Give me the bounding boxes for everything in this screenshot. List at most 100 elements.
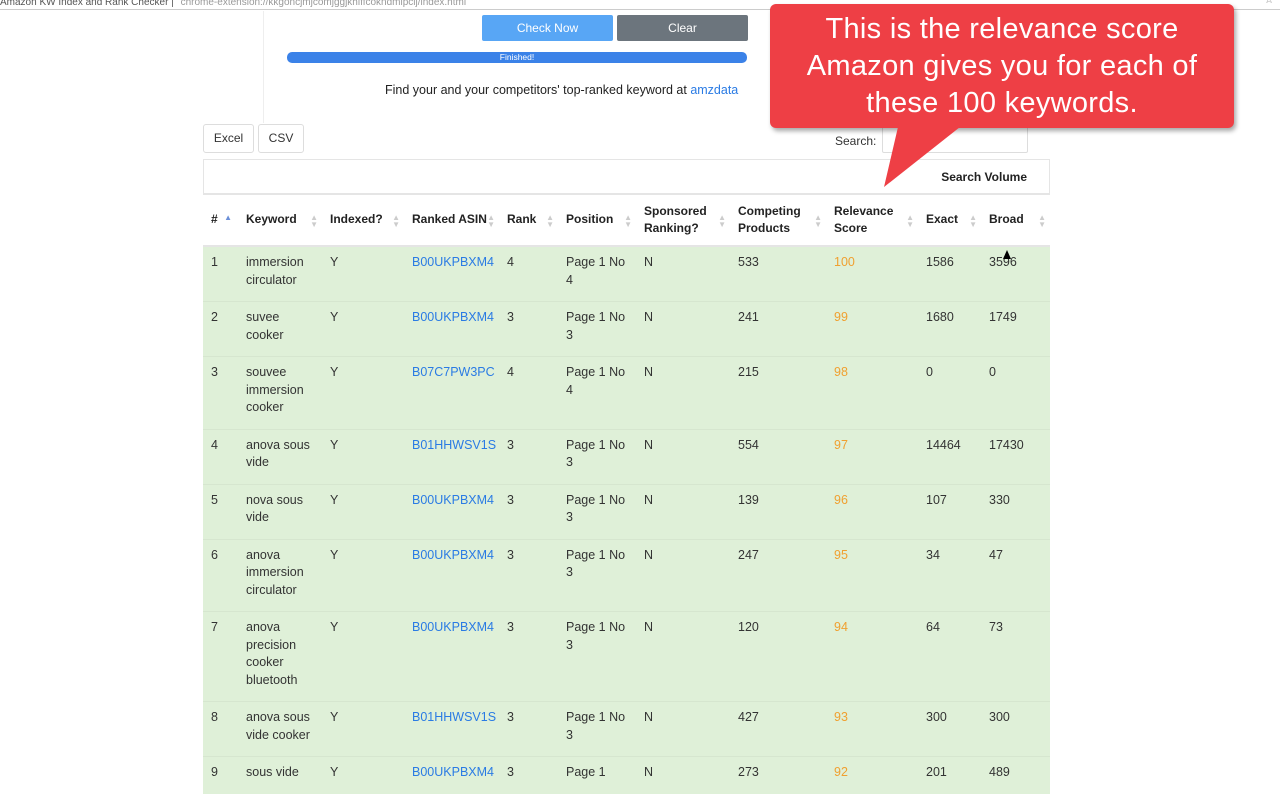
column-header-position[interactable]: Position ▲ ▼	[558, 193, 636, 247]
sponsored-cell: N	[636, 611, 730, 702]
row-number-cell: 7	[203, 611, 238, 702]
position-cell: Page 1 No 3	[558, 538, 636, 612]
ranked-asin-link-cell[interactable]: B00UKPBXM4	[404, 611, 499, 702]
indexed-cell: Y	[322, 611, 404, 702]
csv-button[interactable]: CSV	[258, 124, 304, 153]
keyword-cell: suvee cooker	[238, 301, 322, 357]
rank-cell: 3	[499, 483, 558, 539]
competing-products-cell: 241	[730, 301, 826, 357]
exact-volume-cell: 201	[918, 756, 981, 794]
amzdata-link[interactable]: amzdata	[690, 83, 739, 97]
competing-products-cell: 273	[730, 756, 826, 794]
promo-text: Find your and your competitors' top-rank…	[385, 83, 738, 97]
keyword-cell: sous vide	[238, 756, 322, 794]
relevance-score-cell: 93	[826, 701, 918, 757]
keyword-cell: anova precision cooker bluetooth	[238, 611, 322, 702]
keyword-cell: nova sous vide	[238, 483, 322, 539]
exact-volume-cell: 300	[918, 701, 981, 757]
mouse-cursor-icon	[1003, 250, 1011, 259]
search-input[interactable]	[882, 124, 1028, 153]
rank-cell: 3	[499, 701, 558, 757]
column-header-keyword[interactable]: Keyword ▲ ▼	[238, 193, 322, 247]
rank-cell: 3	[499, 538, 558, 612]
ranked-asin-link-cell[interactable]: B07C7PW3PC	[404, 356, 499, 429]
row-number-cell: 9	[203, 756, 238, 794]
ranked-asin-link-cell[interactable]: B00UKPBXM4	[404, 756, 499, 794]
column-header-rank[interactable]: Rank ▲ ▼	[499, 193, 558, 247]
ranked-asin-link-cell[interactable]: B00UKPBXM4	[404, 301, 499, 357]
keyword-cell: souvee immersion cooker	[238, 356, 322, 429]
sort-icon[interactable]: ▲ ▼	[969, 213, 977, 229]
table-row: 7 anova precision cooker bluetooth Y B00UKP…	[203, 611, 1050, 702]
column-header-ranked-asin[interactable]: Ranked ASIN ▲ ▼	[404, 193, 499, 247]
sort-icon[interactable]: ▲ ▼	[624, 213, 632, 229]
column-header-relevance-score[interactable]: Relevance Score ▲ ▼	[826, 193, 918, 247]
clear-button[interactable]: Clear	[617, 15, 748, 41]
browser-title-bar: Amazon KW Index and Rank Checker | chrom…	[0, 0, 1280, 10]
keyword-cell: anova immersion circulator	[238, 538, 322, 612]
column-header-indexed-[interactable]: Indexed? ▲ ▼	[322, 193, 404, 247]
keyword-cell: anova sous vide	[238, 428, 322, 484]
column-header-competing-products[interactable]: Competing Products ▲ ▼	[730, 193, 826, 247]
keyword-cell: immersion circulator	[238, 245, 322, 302]
rank-cell: 4	[499, 356, 558, 429]
check-now-button[interactable]: Check Now	[482, 15, 613, 41]
column-header-label: Ranked ASIN	[412, 212, 487, 227]
sort-icon[interactable]: ▲ ▼	[906, 213, 914, 229]
sort-icon[interactable]: ▲ ▼	[814, 213, 822, 229]
bookmark-star-icon[interactable]: ☆	[1264, 0, 1274, 6]
indexed-cell: Y	[322, 756, 404, 794]
ranked-asin-link-cell[interactable]: B00UKPBXM4	[404, 245, 499, 302]
broad-volume-cell: 489	[981, 756, 1050, 794]
sort-icon[interactable]: ▲	[224, 213, 232, 222]
broad-volume-cell: 1749	[981, 301, 1050, 357]
table-row: 8 anova sous vide cooker Y B01HHWSV1S 3 Page …	[203, 701, 1050, 757]
broad-volume-cell: 17430	[981, 428, 1050, 484]
row-number-cell: 1	[203, 245, 238, 302]
table-row: 2 suvee cooker Y B00UKPBXM4 3 Page 1 No 3 N 241…	[203, 301, 1050, 357]
relevance-score-cell: 100	[826, 245, 918, 302]
rank-cell: 3	[499, 301, 558, 357]
sponsored-cell: N	[636, 356, 730, 429]
sponsored-cell: N	[636, 538, 730, 612]
ranked-asin-link-cell[interactable]: B00UKPBXM4	[404, 483, 499, 539]
exact-volume-cell: 107	[918, 483, 981, 539]
indexed-cell: Y	[322, 301, 404, 357]
column-header-exact[interactable]: Exact ▲ ▼	[918, 193, 981, 247]
competing-products-cell: 120	[730, 611, 826, 702]
sort-icon[interactable]: ▲ ▼	[392, 213, 400, 229]
position-cell: Page 1 No 3	[558, 483, 636, 539]
sponsored-cell: N	[636, 245, 730, 302]
column-header-label: Sponsored Ranking?	[644, 203, 707, 236]
promo-label: Find your and your competitors' top-rank…	[385, 83, 691, 97]
exact-volume-cell: 34	[918, 538, 981, 612]
position-cell: Page 1 No 3	[558, 701, 636, 757]
sort-icon[interactable]: ▲ ▼	[718, 213, 726, 229]
broad-volume-cell: 47	[981, 538, 1050, 612]
ranked-asin-link-cell[interactable]: B01HHWSV1S	[404, 428, 499, 484]
broad-volume-cell: 300	[981, 701, 1050, 757]
column-header-number[interactable]: # ▲	[203, 193, 238, 247]
excel-button[interactable]: Excel	[203, 124, 254, 153]
sort-icon[interactable]: ▲ ▼	[310, 213, 318, 229]
position-cell: Page 1 No 3	[558, 428, 636, 484]
column-header-broad[interactable]: Broad ▲ ▼	[981, 193, 1050, 247]
competing-products-cell: 247	[730, 538, 826, 612]
ranked-asin-link-cell[interactable]: B01HHWSV1S	[404, 701, 499, 757]
sponsored-cell: N	[636, 301, 730, 357]
sort-icon[interactable]: ▲ ▼	[487, 213, 495, 229]
indexed-cell: Y	[322, 538, 404, 612]
search-label: Search:	[835, 134, 877, 148]
row-number-cell: 5	[203, 483, 238, 539]
relevance-score-cell: 92	[826, 756, 918, 794]
competing-products-cell: 139	[730, 483, 826, 539]
sort-icon[interactable]: ▲ ▼	[546, 213, 554, 229]
ranked-asin-link-cell[interactable]: B00UKPBXM4	[404, 538, 499, 612]
position-cell: Page 1 No 3	[558, 301, 636, 357]
table-header-row: # ▲ Keyword ▲ ▼ Indexed? ▲ ▼ Ranked ASIN ▲ ▼ Rank ▲ ▼…	[203, 193, 1050, 247]
position-cell: Page 1	[558, 756, 636, 794]
column-header-sponsored-ranking-[interactable]: Sponsored Ranking? ▲ ▼	[636, 193, 730, 247]
table-row: 6 anova immersion circulator Y B00UKPBXM4 3 P…	[203, 538, 1050, 612]
sort-icon[interactable]: ▲ ▼	[1038, 213, 1046, 229]
